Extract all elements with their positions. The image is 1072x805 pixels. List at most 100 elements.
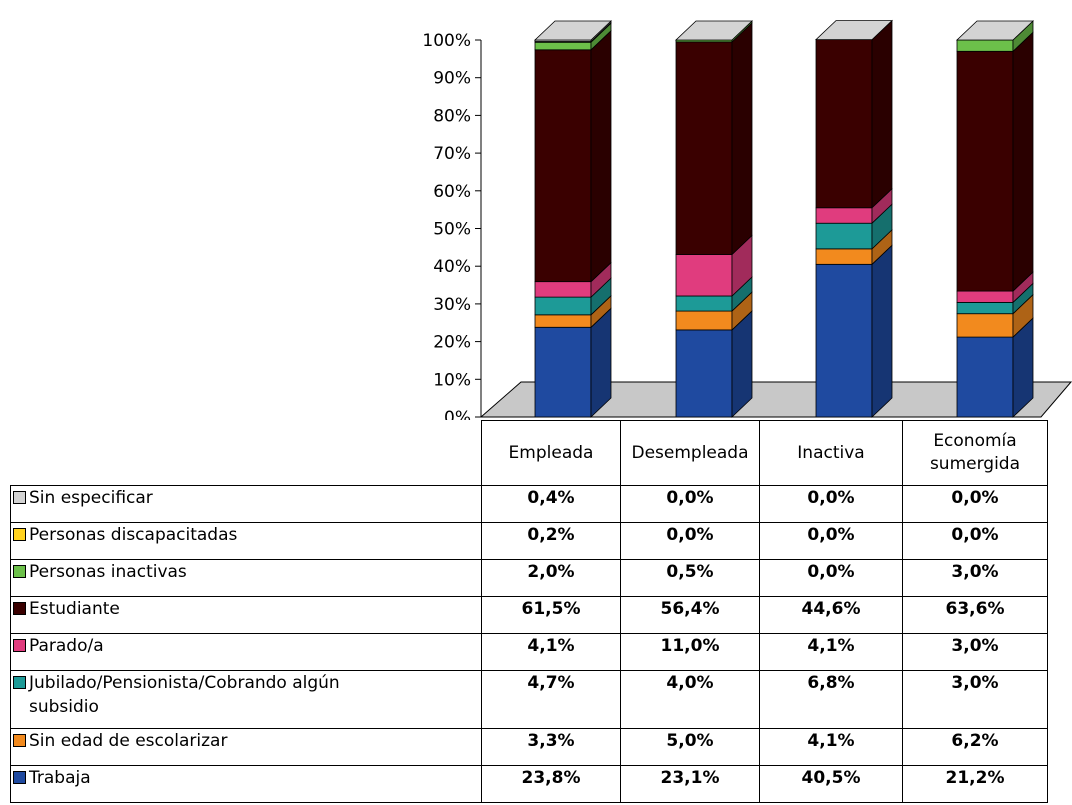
data-label-jubilado-pensionista-cobrando-algun-subsidio-inactiva: 6,8% (759, 670, 903, 729)
y-tick-label: 0% (444, 408, 471, 420)
legend-swatch (13, 565, 26, 578)
bar-side-estudiante-empleada (590, 29, 612, 283)
table-row-estudiante: Estudiante 61,5% 56,4% 44,6% 63,6% (10, 596, 1048, 634)
table-row-personas-discapacitadas: Personas discapacitadas 0,2% 0,0% 0,0% 0,0% (10, 522, 1048, 560)
category-header-economia-sumergida: Economía sumergida (902, 420, 1048, 486)
bar-segment-estudiante-empleada (534, 49, 592, 283)
data-label-estudiante-desempleada: 56,4% (620, 596, 760, 634)
data-label-personas-inactivas-empleada: 2,0% (481, 559, 621, 597)
y-tick-label: 50% (433, 220, 471, 240)
table-row-sin-especificar: Sin especificar 0,4% 0,0% 0,0% 0,0% (10, 485, 1048, 523)
y-tick-label: 100% (422, 31, 471, 51)
table-row-jubilado-pensionista-cobrando-algun-subsidio: Jubilado/Pensionista/Cobrando algún subs… (10, 670, 1048, 729)
bar-segment-sin-edad-de-escolarizar-economia-sumergida (956, 313, 1014, 338)
bar-segment-jubilado-pensionista-cobrando-algun-subsidio-inactiva (815, 222, 873, 250)
bar-segment-personas-inactivas-economia-sumergida (956, 39, 1014, 52)
legend-label: Sin especificar (29, 488, 153, 508)
bar-segment-parado-a-economia-sumergida (956, 290, 1014, 303)
bar-segment-jubilado-pensionista-cobrando-algun-subsidio-economia-sumergida (956, 301, 1014, 315)
data-label-trabaja-desempleada: 23,1% (620, 765, 760, 803)
bar-segment-parado-a-desempleada (675, 254, 733, 297)
legend-label: Jubilado/Pensionista/Cobrando algún subs… (29, 673, 340, 717)
bar-segment-trabaja-empleada (534, 326, 592, 418)
legend-label: Personas discapacitadas (29, 525, 238, 545)
data-label-sin-especificar-desempleada: 0,0% (620, 485, 760, 523)
y-tick-label: 40% (433, 257, 471, 277)
data-label-personas-discapacitadas-economia-sumergida: 0,0% (902, 522, 1048, 560)
legend-cell: Trabaja (10, 765, 482, 803)
data-label-trabaja-economia-sumergida: 21,2% (902, 765, 1048, 803)
bar-segment-trabaja-inactiva (815, 263, 873, 418)
legend-swatch (13, 528, 26, 541)
category-header-desempleada: Desempleada (620, 420, 760, 486)
legend-label: Parado/a (29, 636, 104, 656)
legend-cell: Sin especificar (10, 485, 482, 523)
data-label-estudiante-inactiva: 44,6% (759, 596, 903, 634)
bar-side-trabaja-inactiva (871, 244, 893, 418)
bar-segment-parado-a-empleada (534, 281, 592, 298)
legend-swatch (13, 639, 26, 652)
data-label-sin-edad-de-escolarizar-economia-sumergida: 6,2% (902, 728, 1048, 766)
data-table: Empleada Desempleada Inactiva Economía s… (10, 420, 1048, 803)
bar-segment-sin-edad-de-escolarizar-inactiva (815, 248, 873, 265)
data-label-jubilado-pensionista-cobrando-algun-subsidio-desempleada: 4,0% (620, 670, 760, 729)
legend-cell: Sin edad de escolarizar (10, 728, 482, 766)
legend-label: Personas inactivas (29, 562, 187, 582)
table-corner (10, 420, 482, 486)
data-label-sin-especificar-empleada: 0,4% (481, 485, 621, 523)
bar-top-empleada (533, 20, 613, 41)
bar-top-desempleada (674, 20, 754, 41)
bar-segment-parado-a-inactiva (815, 207, 873, 224)
table-row-parado-a: Parado/a 4,1% 11,0% 4,1% 3,0% (10, 633, 1048, 671)
data-label-estudiante-empleada: 61,5% (481, 596, 621, 634)
data-label-parado-a-empleada: 4,1% (481, 633, 621, 671)
legend-cell: Parado/a (10, 633, 482, 671)
data-label-trabaja-empleada: 23,8% (481, 765, 621, 803)
data-label-parado-a-economia-sumergida: 3,0% (902, 633, 1048, 671)
data-label-estudiante-economia-sumergida: 63,6% (902, 596, 1048, 634)
bar-segment-jubilado-pensionista-cobrando-algun-subsidio-desempleada (675, 295, 733, 312)
bar-segment-trabaja-economia-sumergida (956, 336, 1014, 418)
legend-swatch (13, 771, 26, 784)
bar-segment-sin-edad-de-escolarizar-desempleada (675, 310, 733, 331)
data-label-jubilado-pensionista-cobrando-algun-subsidio-economia-sumergida: 3,0% (902, 670, 1048, 729)
legend-swatch (13, 602, 26, 615)
data-label-sin-edad-de-escolarizar-desempleada: 5,0% (620, 728, 760, 766)
y-tick-label: 30% (433, 295, 471, 315)
bar-segment-estudiante-desempleada (675, 41, 733, 255)
data-label-jubilado-pensionista-cobrando-algun-subsidio-empleada: 4,7% (481, 670, 621, 729)
data-label-parado-a-desempleada: 11,0% (620, 633, 760, 671)
data-label-personas-discapacitadas-desempleada: 0,0% (620, 522, 760, 560)
data-label-trabaja-inactiva: 40,5% (759, 765, 903, 803)
data-label-personas-discapacitadas-inactiva: 0,0% (759, 522, 903, 560)
bar-stack-economia-sumergida (955, 20, 1035, 418)
bar-segment-jubilado-pensionista-cobrando-algun-subsidio-empleada (534, 296, 592, 316)
y-tick-label: 90% (433, 69, 471, 89)
data-label-personas-inactivas-inactiva: 0,0% (759, 559, 903, 597)
data-label-sin-especificar-inactiva: 0,0% (759, 485, 903, 523)
legend-label: Trabaja (29, 768, 91, 788)
table-header-row: Empleada Desempleada Inactiva Economía s… (10, 420, 1048, 486)
data-label-sin-edad-de-escolarizar-inactiva: 4,1% (759, 728, 903, 766)
category-header-inactiva: Inactiva (759, 420, 903, 486)
data-label-personas-inactivas-desempleada: 0,5% (620, 559, 760, 597)
stacked-3d-bar-chart: 0% 10% 20% 30% 40% 50% 60% 70% 80% 90% 100% (422, 19, 1072, 420)
data-label-sin-edad-de-escolarizar-empleada: 3,3% (481, 728, 621, 766)
bar-side-estudiante-inactiva (871, 19, 893, 209)
table-row-personas-inactivas: Personas inactivas 2,0% 0,5% 0,0% 3,0% (10, 559, 1048, 597)
data-label-personas-inactivas-economia-sumergida: 3,0% (902, 559, 1048, 597)
y-tick-label: 80% (433, 106, 471, 126)
bar-segment-estudiante-economia-sumergida (956, 50, 1014, 292)
data-label-sin-especificar-economia-sumergida: 0,0% (902, 485, 1048, 523)
bar-stack-desempleada (674, 20, 754, 418)
y-tick-label: 70% (433, 144, 471, 164)
bar-segment-personas-inactivas-empleada (534, 41, 592, 51)
bar-top-economia-sumergida (955, 20, 1035, 41)
y-tick-label: 10% (433, 370, 471, 390)
bar-top-inactiva (814, 20, 894, 41)
bar-segment-estudiante-inactiva (815, 39, 873, 209)
legend-cell: Personas inactivas (10, 559, 482, 597)
bar-side-estudiante-desempleada (731, 21, 753, 256)
data-label-parado-a-inactiva: 4,1% (759, 633, 903, 671)
bar-side-estudiante-economia-sumergida (1012, 31, 1034, 293)
